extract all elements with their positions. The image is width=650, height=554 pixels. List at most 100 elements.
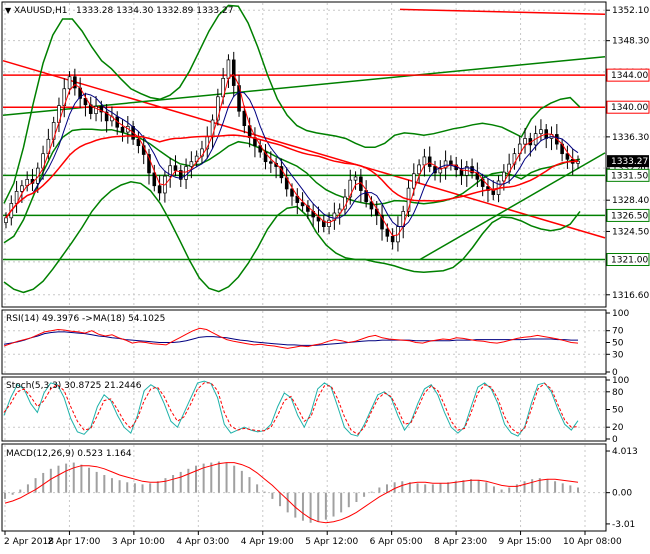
candle-body	[390, 235, 395, 243]
candle-body	[20, 185, 24, 192]
stoch-main-line	[3, 380, 579, 437]
candle-body	[152, 172, 157, 187]
candle-body	[380, 215, 384, 230]
candle-body	[427, 156, 432, 167]
candle-body	[147, 154, 151, 174]
current-price-box	[607, 155, 649, 168]
osc-tick-label: 4.013	[612, 447, 638, 457]
price-pane-frame	[1, 1, 607, 308]
price-tick-label: 1316.60	[612, 291, 649, 301]
bollinger-lower	[3, 181, 581, 294]
osc-tick-label: -3.01	[612, 520, 635, 530]
osc-tick-label: 20	[612, 423, 624, 433]
ma-slow-red	[5, 134, 579, 219]
candle	[427, 146, 432, 173]
rsi-title: RSI(14) 49.3976 ->MA(18) 54.1025	[6, 314, 165, 324]
rsi-ma-line	[3, 331, 578, 346]
candle	[4, 212, 8, 229]
candle-body	[327, 219, 331, 227]
candle-body	[300, 202, 305, 207]
osc-tick-label: 30	[612, 350, 624, 360]
candle	[502, 164, 506, 191]
candle-body	[189, 161, 194, 167]
candle-body	[35, 167, 40, 184]
level-tag-label: 1344.00	[611, 71, 648, 81]
bollinger-middle	[3, 128, 581, 244]
level-tag-label: 1321.00	[611, 256, 648, 266]
rsi-line	[3, 327, 579, 349]
candle-body	[168, 165, 172, 177]
current-price-tag: 1333.27	[607, 155, 649, 168]
chart-symbol: XAUUSD,H1	[14, 6, 68, 16]
price-pane	[2, 4, 606, 294]
candle	[120, 119, 125, 142]
level-tag: 1321.00	[606, 253, 650, 267]
candle-body	[226, 59, 231, 79]
level-tag-label: 1340.00	[611, 103, 648, 113]
candle	[565, 145, 570, 169]
level-tag-label: 1331.50	[611, 171, 648, 181]
candle-body	[385, 228, 390, 237]
price-tick-label: 1348.30	[612, 37, 649, 47]
candle-body	[417, 164, 421, 175]
candle	[152, 164, 157, 192]
candle-body	[337, 208, 342, 214]
price-tick-label: 1324.50	[612, 227, 649, 237]
candle	[168, 157, 172, 188]
osc-tick-label: 80	[612, 388, 624, 398]
candle-body	[216, 96, 220, 121]
osc-tick-label: 50	[612, 406, 624, 416]
top-resistance-line	[399, 8, 606, 15]
candle-body	[491, 190, 496, 195]
level-tag-label: 1326.50	[611, 211, 648, 221]
candle	[184, 158, 188, 189]
candle	[269, 151, 273, 173]
candle-body	[184, 166, 188, 180]
time-tick-label: 6 Apr 05:00	[370, 537, 423, 547]
candle-body	[263, 151, 268, 163]
stoch-title: Stoch(5,3,3) 30.8725 21.2446	[6, 381, 142, 391]
candle	[539, 119, 543, 142]
candle-body	[438, 167, 443, 174]
level-tag: 1344.00	[606, 68, 650, 82]
level-tag-box	[606, 68, 650, 82]
chart-symbol-icon: ▼	[5, 6, 12, 15]
rising-support-trendline	[419, 152, 606, 261]
candle-body	[67, 76, 72, 90]
macd-signal-line	[4, 462, 579, 524]
candle	[306, 200, 310, 220]
osc-tick-label: 50	[612, 339, 624, 349]
candle-body	[306, 205, 310, 212]
time-tick-label: 2 Apr 17:00	[47, 537, 100, 547]
candle-body	[422, 156, 427, 166]
candle-body	[99, 106, 104, 113]
candle-body	[120, 126, 125, 133]
candle-body	[369, 201, 374, 210]
candle-body	[83, 98, 88, 106]
candle	[263, 144, 268, 170]
time-tick-label: 8 Apr 23:00	[434, 537, 487, 547]
osc-tick-label: 0	[612, 435, 618, 445]
descending-trendline	[2, 59, 606, 239]
time-tick-label: 9 Apr 15:00	[499, 537, 552, 547]
level-tag-box	[606, 168, 650, 182]
macd-pane	[4, 461, 579, 524]
candle-body	[412, 173, 416, 189]
macd-title: MACD(12,26,9) 0.523 1.164	[6, 449, 132, 459]
candle	[178, 164, 183, 187]
time-tick-label: 5 Apr 12:00	[305, 537, 358, 547]
candle	[348, 169, 353, 205]
candle	[523, 128, 527, 154]
time-tick-label: 2 Apr 2018	[4, 537, 54, 547]
ma-fast	[5, 73, 579, 237]
candle	[147, 148, 151, 185]
candle	[417, 159, 421, 184]
osc-tick-label: 0	[612, 368, 618, 378]
candle	[189, 151, 194, 179]
candle-body	[565, 153, 570, 160]
candle-body	[94, 106, 98, 114]
ma-mid	[5, 91, 579, 228]
candle	[35, 162, 40, 193]
